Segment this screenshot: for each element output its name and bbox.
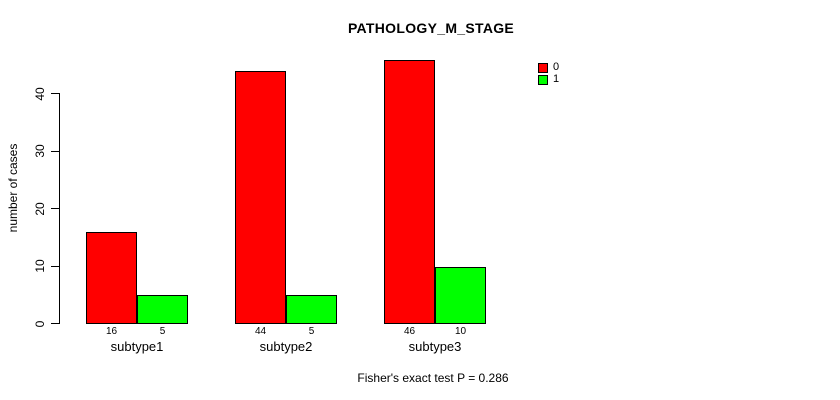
bar-subtype1-series0 xyxy=(86,231,137,324)
bar-value-label: 44 xyxy=(254,326,267,337)
bar-subtype3-series0 xyxy=(384,59,435,324)
y-tick-label: 0 xyxy=(33,320,47,327)
x-category-label-subtype2: subtype2 xyxy=(259,339,313,354)
y-tick-label: 20 xyxy=(33,202,47,216)
fisher-test-note: Fisher's exact test P = 0.286 xyxy=(357,371,509,385)
legend-swatch-icon xyxy=(538,74,548,85)
y-tick-mark xyxy=(51,265,59,267)
y-axis-line xyxy=(59,93,60,324)
bar-value-label: 5 xyxy=(308,326,315,337)
x-category-label-subtype3: subtype3 xyxy=(408,339,462,354)
bar-value-label: 46 xyxy=(403,326,416,337)
legend-item-1: 1 xyxy=(538,74,559,85)
bar-value-label: 10 xyxy=(454,326,467,337)
bar-subtype3-series1 xyxy=(435,266,486,324)
y-tick-mark xyxy=(51,323,59,324)
chart-title: PATHOLOGY_M_STAGE xyxy=(347,20,515,36)
y-tick-mark xyxy=(51,208,59,210)
bar-subtype2-series0 xyxy=(235,70,286,324)
bar-value-label: 5 xyxy=(159,326,166,337)
legend-item-0: 0 xyxy=(538,62,559,73)
x-category-label-subtype1: subtype1 xyxy=(110,339,164,354)
bar-value-label: 16 xyxy=(105,326,118,337)
y-tick-label: 40 xyxy=(33,87,47,101)
y-axis-label: number of cases xyxy=(6,143,20,233)
y-tick-mark xyxy=(51,93,59,95)
bar-subtype1-series1 xyxy=(137,294,188,324)
legend-swatch-icon xyxy=(538,62,548,73)
legend-label: 0 xyxy=(553,61,560,73)
bar-subtype2-series1 xyxy=(286,294,337,324)
y-tick-mark xyxy=(51,150,59,152)
legend-label: 1 xyxy=(553,73,560,85)
y-tick-label: 10 xyxy=(33,259,47,273)
y-tick-label: 30 xyxy=(33,144,47,158)
